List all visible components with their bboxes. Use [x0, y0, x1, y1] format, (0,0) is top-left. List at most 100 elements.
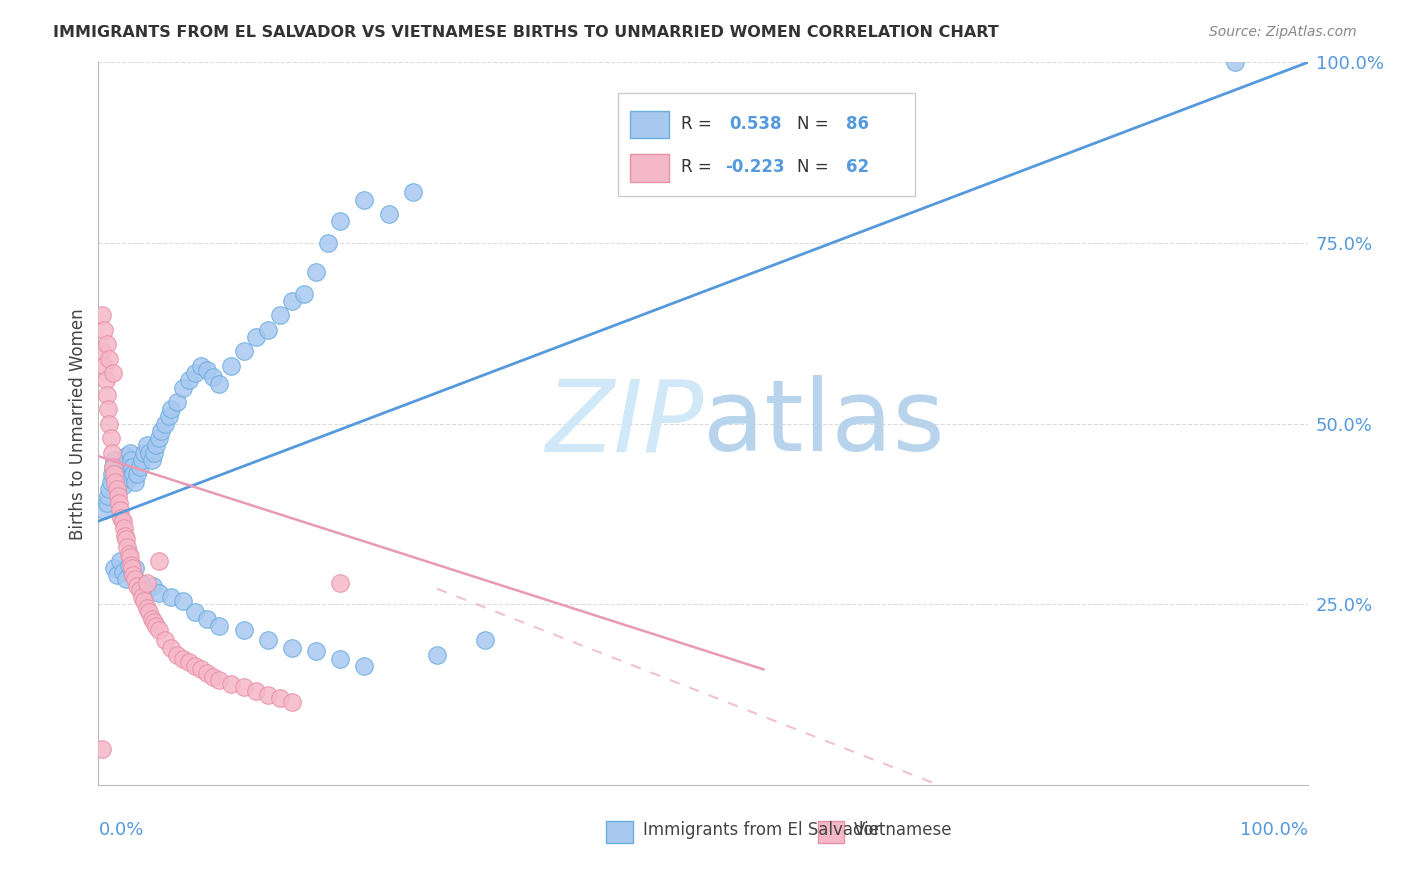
Point	[143, 615, 166, 630]
Point	[377, 207, 399, 221]
Point	[141, 612, 163, 626]
Point	[402, 186, 425, 200]
Point	[97, 402, 120, 417]
Text: R =: R =	[682, 115, 717, 133]
Point	[329, 214, 352, 228]
Point	[100, 431, 122, 445]
Point	[117, 540, 139, 554]
Text: IMMIGRANTS FROM EL SALVADOR VS VIETNAMESE BIRTHS TO UNMARRIED WOMEN CORRELATION : IMMIGRANTS FROM EL SALVADOR VS VIETNAMES…	[53, 25, 1000, 40]
Point	[256, 688, 278, 702]
Point	[179, 373, 201, 387]
Text: R =: R =	[682, 158, 717, 177]
Point	[93, 503, 115, 517]
Text: 62: 62	[845, 158, 869, 177]
Point	[118, 558, 141, 572]
Point	[143, 445, 166, 459]
Point	[105, 475, 128, 489]
Point	[190, 359, 212, 373]
Point	[138, 445, 160, 459]
Point	[128, 582, 150, 597]
Point	[166, 395, 188, 409]
Text: atlas: atlas	[703, 376, 945, 472]
Point	[98, 351, 121, 366]
Text: N =: N =	[797, 158, 834, 177]
Point	[134, 445, 156, 459]
Point	[153, 633, 176, 648]
Point	[179, 655, 201, 669]
Point	[118, 547, 141, 561]
Point	[172, 593, 194, 607]
Text: 100.0%: 100.0%	[1240, 821, 1308, 839]
Point	[148, 586, 170, 600]
Point	[148, 554, 170, 568]
Point	[160, 590, 183, 604]
Point	[107, 482, 129, 496]
Point	[184, 605, 207, 619]
Point	[100, 467, 122, 482]
Point	[114, 457, 136, 471]
Point	[202, 369, 225, 384]
Point	[108, 554, 131, 568]
Point	[112, 478, 135, 492]
Point	[353, 193, 375, 207]
Point	[112, 521, 135, 535]
Point	[91, 742, 114, 756]
Point	[111, 565, 134, 579]
Point	[195, 362, 218, 376]
Point	[145, 438, 167, 452]
Point	[118, 471, 141, 485]
Point	[232, 681, 254, 695]
Point	[105, 482, 128, 496]
Point	[104, 467, 127, 482]
Point	[145, 619, 167, 633]
Point	[98, 482, 121, 496]
Point	[127, 467, 149, 482]
Point	[100, 445, 122, 459]
Point	[91, 308, 114, 322]
Point	[232, 623, 254, 637]
Point	[91, 344, 114, 359]
Point	[110, 464, 132, 478]
Point	[142, 579, 165, 593]
Point	[131, 452, 153, 467]
Point	[221, 677, 243, 691]
Point	[202, 669, 225, 683]
Point	[148, 623, 170, 637]
FancyBboxPatch shape	[606, 821, 633, 843]
Point	[329, 651, 352, 665]
Point	[108, 467, 131, 482]
Text: 0.538: 0.538	[730, 115, 782, 133]
Point	[96, 496, 118, 510]
Point	[256, 323, 278, 337]
Point	[195, 612, 218, 626]
Point	[281, 293, 304, 308]
Point	[108, 496, 131, 510]
Point	[184, 658, 207, 673]
Point	[96, 388, 118, 402]
Point	[281, 640, 304, 655]
Point	[114, 529, 136, 543]
Point	[108, 460, 131, 475]
Point	[157, 409, 180, 424]
Point	[110, 510, 132, 524]
Point	[115, 449, 138, 463]
Point	[115, 533, 138, 547]
Point	[104, 475, 127, 489]
Point	[208, 619, 231, 633]
Point	[184, 366, 207, 380]
Point	[172, 380, 194, 394]
Point	[316, 235, 339, 250]
Point	[135, 582, 157, 597]
Point	[101, 460, 124, 475]
Point	[131, 590, 153, 604]
Point	[120, 452, 142, 467]
Point	[117, 464, 139, 478]
Point	[208, 376, 231, 391]
Point	[105, 568, 128, 582]
Point	[118, 445, 141, 459]
Point	[195, 665, 218, 680]
FancyBboxPatch shape	[818, 821, 845, 843]
FancyBboxPatch shape	[630, 154, 669, 182]
Point	[97, 489, 120, 503]
Point	[426, 648, 449, 662]
